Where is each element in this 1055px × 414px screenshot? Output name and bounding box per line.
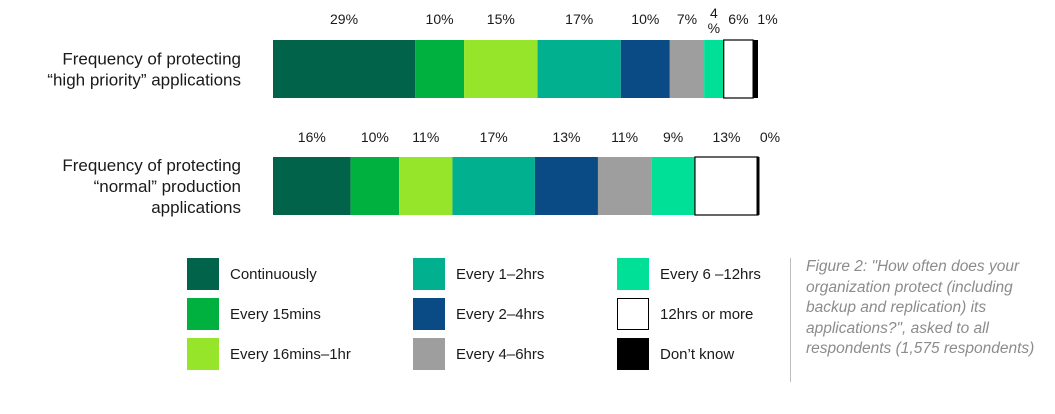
legend-label: Every 1–2hrs [456, 265, 545, 283]
legend-label: Every 16mins–1hr [230, 345, 351, 363]
legend-swatch [413, 338, 445, 370]
bar-segment [415, 40, 465, 98]
data-label: 15% [487, 11, 515, 27]
legend-label: Don’t know [660, 345, 735, 363]
data-label: 17% [480, 129, 508, 145]
data-label: 10% [361, 129, 389, 145]
category-label: applications [151, 198, 241, 217]
data-label: 13% [552, 129, 580, 145]
category-label: Frequency of protecting [62, 50, 241, 69]
bar-segment [399, 157, 453, 215]
legend: Continuously Every 15mins Every 16mins–1hr… [187, 257, 787, 377]
figure-caption: Figure 2: "How often does your organizat… [806, 258, 1035, 357]
data-label: 7% [677, 11, 697, 27]
legend-item: Every 16mins–1hr [187, 337, 351, 371]
legend-item: Every 1–2hrs [413, 257, 544, 291]
data-label: 11% [412, 129, 439, 145]
data-label: 16% [298, 129, 326, 145]
data-label: 10% [631, 11, 659, 27]
category-label: Frequency of protecting [62, 156, 241, 175]
bar-segment [534, 157, 598, 215]
legend-label: 12hrs or more [660, 305, 754, 323]
bar-segment [669, 40, 705, 98]
legend-label: Continuously [230, 265, 317, 283]
data-label: 17% [565, 11, 593, 27]
data-label: 9% [663, 129, 683, 145]
bar-segment [273, 157, 351, 215]
bar-segment [620, 40, 670, 98]
data-label: 1% [757, 11, 777, 27]
legend-label: Every 2–4hrs [456, 305, 545, 323]
data-label: 29% [330, 11, 358, 27]
legend-swatch [413, 298, 445, 330]
bar-segment [273, 40, 416, 98]
legend-item: Don’t know [617, 337, 734, 371]
data-label: 4% [708, 5, 720, 36]
legend-item: 12hrs or more [617, 297, 753, 331]
legend-item: Every 4–6hrs [413, 337, 544, 371]
legend-swatch [187, 338, 219, 370]
legend-label: Every 6 –12hrs [660, 265, 761, 283]
legend-label: Every 4–6hrs [456, 345, 545, 363]
stacked-bar-chart: Frequency of protecting “high priority” a… [47, 5, 780, 217]
bar-segment [597, 157, 652, 215]
legend-label: Every 15mins [230, 305, 321, 323]
bar-segment [753, 40, 758, 98]
legend-swatch [617, 298, 649, 330]
bar-segment [537, 40, 621, 98]
data-label: 0% [760, 129, 780, 145]
legend-swatch [187, 298, 219, 330]
bar-segment [704, 40, 724, 98]
bar-segment [723, 39, 754, 99]
legend-item: Every 2–4hrs [413, 297, 544, 331]
bar-segment [464, 40, 538, 98]
data-label: 13% [712, 129, 740, 145]
bar-segment [452, 157, 535, 215]
bar-segment [350, 157, 400, 215]
legend-swatch [413, 258, 445, 290]
legend-item: Continuously [187, 257, 317, 291]
legend-item: Every 6 –12hrs [617, 257, 761, 291]
bar-segment [651, 157, 695, 215]
data-label: 10% [426, 11, 454, 27]
category-label: “normal” production [94, 177, 241, 196]
legend-swatch [187, 258, 219, 290]
legend-swatch [617, 338, 649, 370]
data-label: 11% [611, 129, 638, 145]
data-label: 6% [728, 11, 748, 27]
legend-swatch [617, 258, 649, 290]
category-label: “high priority” applications [47, 71, 241, 90]
bar-segment [694, 156, 759, 216]
caption-divider [790, 258, 791, 382]
legend-item: Every 15mins [187, 297, 321, 331]
